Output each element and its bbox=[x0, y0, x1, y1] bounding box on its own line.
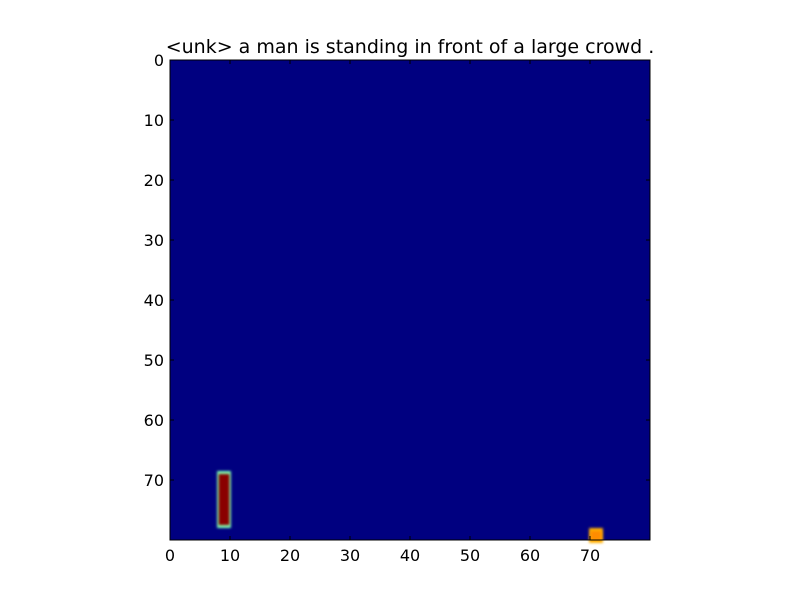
heat-region-core bbox=[218, 474, 230, 525]
x-tick-label: 30 bbox=[340, 546, 360, 565]
y-tick-label: 30 bbox=[144, 231, 164, 250]
x-tick-label: 70 bbox=[580, 546, 600, 565]
y-tick-label: 70 bbox=[144, 471, 164, 490]
x-tick-label: 10 bbox=[220, 546, 240, 565]
heat-region-2 bbox=[589, 528, 603, 543]
x-tick-label: 50 bbox=[460, 546, 480, 565]
x-tick-label: 40 bbox=[400, 546, 420, 565]
plot-area bbox=[169, 59, 651, 543]
y-tick-label: 40 bbox=[144, 291, 164, 310]
chart-title: <unk> a man is standing in front of a la… bbox=[166, 36, 655, 58]
y-tick-label: 20 bbox=[144, 171, 164, 190]
y-tick-label: 10 bbox=[144, 111, 164, 130]
heat-region-core bbox=[590, 531, 602, 540]
x-tick-label: 20 bbox=[280, 546, 300, 565]
x-tick-label: 60 bbox=[520, 546, 540, 565]
y-tick-label: 60 bbox=[144, 411, 164, 430]
x-axis: 0 10 20 30 40 50 60 70 bbox=[165, 60, 600, 565]
y-tick-label: 0 bbox=[154, 51, 164, 70]
heatmap-background bbox=[170, 60, 650, 540]
x-tick-label: 0 bbox=[165, 546, 175, 565]
heat-region-1 bbox=[217, 471, 231, 528]
y-axis: 0 10 20 30 40 50 60 70 bbox=[144, 51, 650, 490]
y-tick-label: 50 bbox=[144, 351, 164, 370]
